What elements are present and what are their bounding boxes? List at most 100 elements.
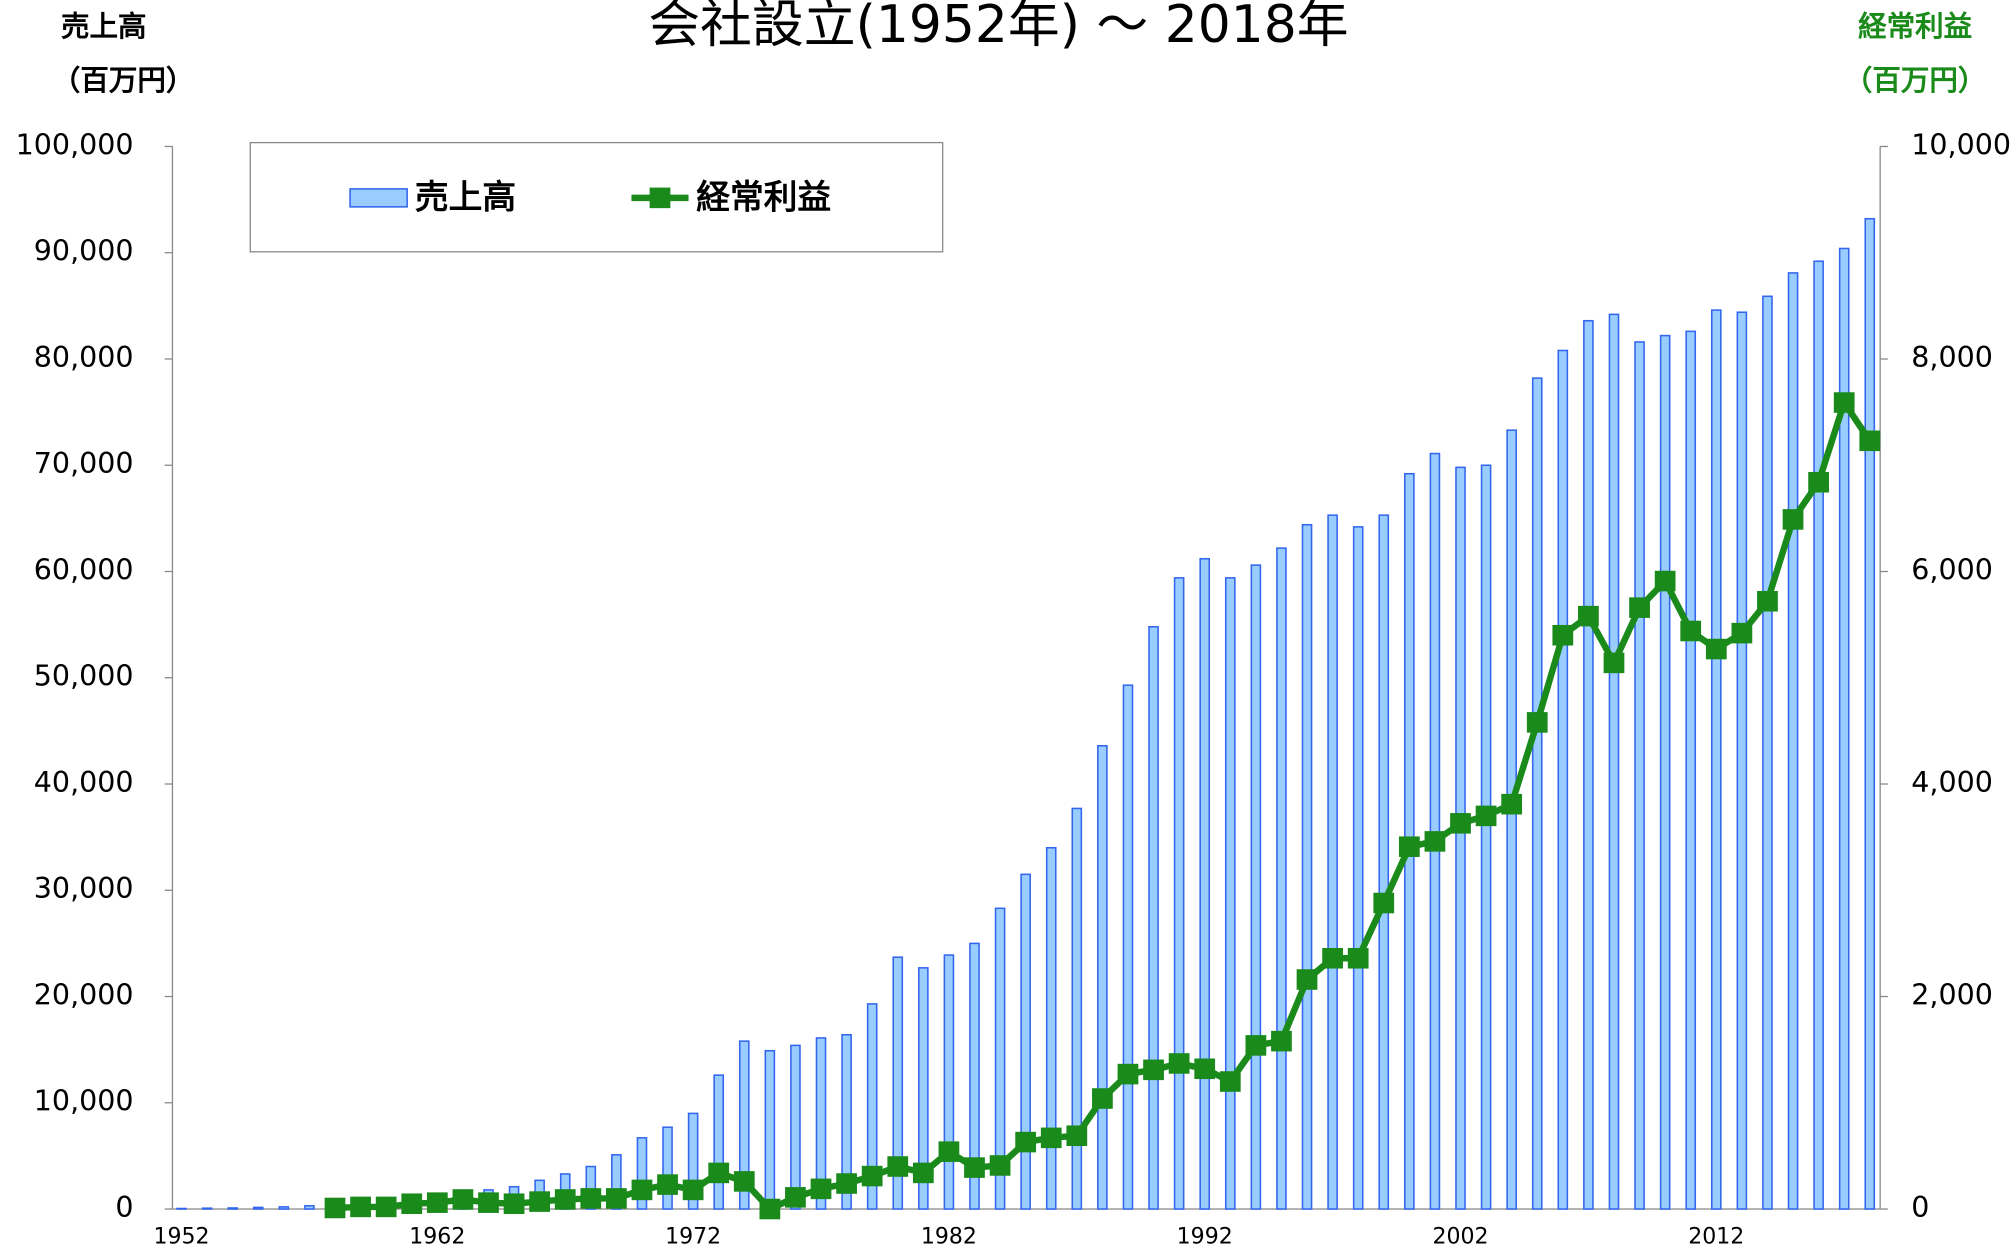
- bar: [1583, 319, 1594, 1210]
- y2-tick-label: 0: [1911, 1191, 1929, 1224]
- y2-tick-label: 8,000: [1911, 341, 1993, 374]
- bar: [585, 1165, 597, 1210]
- line-marker: [1143, 1059, 1164, 1081]
- line-marker: [401, 1193, 423, 1214]
- line-marker: [1603, 652, 1625, 674]
- bar: [176, 1207, 187, 1210]
- y-tick-label: 70,000: [34, 447, 134, 480]
- bar: [1301, 523, 1313, 1210]
- bar: [713, 1074, 725, 1210]
- bar: [1276, 547, 1287, 1210]
- bar: [1736, 311, 1748, 1210]
- bar: [1813, 260, 1824, 1210]
- line-marker: [580, 1188, 602, 1209]
- line-marker: [1654, 570, 1676, 592]
- bar: [994, 907, 1006, 1210]
- bar: [1378, 514, 1390, 1210]
- line-marker: [1168, 1053, 1190, 1074]
- y-tick-label: 10,000: [34, 1085, 134, 1118]
- bar: [662, 1126, 673, 1210]
- line-marker: [1092, 1088, 1113, 1109]
- bar: [1352, 526, 1364, 1210]
- x-tick-label: 1972: [665, 1224, 721, 1249]
- bar: [943, 954, 955, 1210]
- line-marker: [1296, 969, 1318, 990]
- y-tick-label: 100,000: [16, 129, 134, 162]
- line-marker: [1271, 1030, 1292, 1052]
- line-marker: [1015, 1131, 1037, 1153]
- y-tick-label: 40,000: [34, 766, 134, 799]
- line-marker: [375, 1196, 397, 1218]
- line-marker: [785, 1187, 806, 1208]
- bar: [1531, 377, 1543, 1210]
- line-marker: [1194, 1058, 1216, 1080]
- line-marker: [708, 1162, 730, 1184]
- legend-swatch: [349, 188, 408, 208]
- bar: [1506, 429, 1517, 1210]
- y2-tick-label: 2,000: [1911, 979, 1993, 1012]
- line-marker: [606, 1188, 627, 1209]
- x-tick-label: 1992: [1177, 1224, 1233, 1249]
- bar: [1710, 309, 1722, 1210]
- line-marker: [887, 1156, 909, 1177]
- y-tick-label: 50,000: [34, 660, 134, 693]
- line-marker: [1117, 1063, 1139, 1085]
- bar: [815, 1037, 827, 1210]
- y-tick-label: 90,000: [34, 235, 134, 268]
- line-marker: [1322, 947, 1343, 969]
- bar: [1557, 349, 1569, 1210]
- bar: [1250, 564, 1262, 1210]
- legend-swatch: [649, 187, 671, 209]
- line-marker: [324, 1197, 346, 1219]
- line-marker: [989, 1155, 1011, 1176]
- bar: [738, 1040, 750, 1210]
- bar: [764, 1049, 776, 1210]
- line-marker: [1629, 597, 1650, 618]
- line-marker: [1424, 831, 1446, 852]
- line-marker: [1859, 430, 1881, 452]
- line-marker: [1552, 624, 1574, 646]
- bar: [1071, 807, 1083, 1210]
- bar: [1659, 334, 1671, 1210]
- bar: [278, 1206, 290, 1210]
- bar: [636, 1137, 648, 1210]
- line-marker: [964, 1157, 985, 1178]
- bar: [1838, 247, 1850, 1210]
- x-tick-label: 2002: [1432, 1224, 1488, 1249]
- line-marker: [1833, 392, 1855, 413]
- bar: [252, 1206, 264, 1210]
- line-marker: [1782, 509, 1804, 530]
- line-marker: [1398, 836, 1420, 857]
- bar: [790, 1044, 801, 1210]
- y-axis-label: （百万円）: [52, 64, 195, 97]
- bar: [866, 1003, 878, 1210]
- y2-tick-label: 4,000: [1911, 766, 1993, 799]
- line-marker: [631, 1179, 653, 1201]
- line-marker: [452, 1189, 474, 1210]
- line-marker: [1219, 1071, 1241, 1092]
- line-marker: [1501, 793, 1523, 815]
- bar: [227, 1207, 239, 1210]
- line-marker: [1066, 1125, 1088, 1146]
- bar: [1864, 217, 1876, 1210]
- line-marker: [1526, 712, 1548, 733]
- line-marker: [1450, 813, 1471, 834]
- line-marker: [1757, 590, 1778, 612]
- y-tick-label: 20,000: [34, 979, 134, 1012]
- bar: [687, 1112, 699, 1210]
- line-marker: [1578, 605, 1599, 627]
- line-marker: [657, 1174, 678, 1195]
- line-marker: [733, 1171, 755, 1192]
- bar: [611, 1154, 622, 1210]
- bar: [1455, 466, 1466, 1210]
- line-marker: [1680, 620, 1702, 642]
- line-marker: [1475, 805, 1497, 827]
- y-tick-label: 80,000: [34, 341, 134, 374]
- line-marker: [503, 1193, 525, 1214]
- bar: [892, 956, 904, 1210]
- line-marker: [912, 1162, 934, 1184]
- bar: [1762, 295, 1773, 1210]
- line-marker: [938, 1141, 960, 1162]
- y2-axis-label: 経常利益: [1858, 10, 1972, 43]
